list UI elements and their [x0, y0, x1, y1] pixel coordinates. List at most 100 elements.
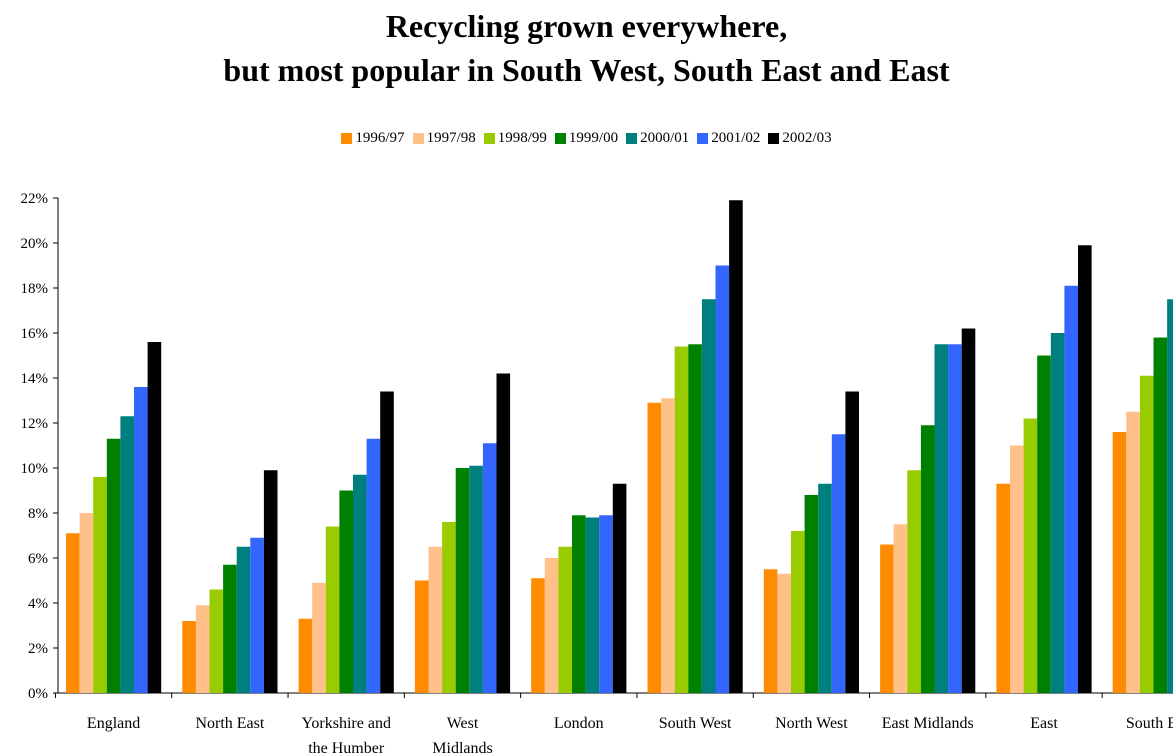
- bar: [777, 573, 791, 693]
- bar: [647, 402, 662, 693]
- bar: [455, 468, 470, 693]
- bar: [1139, 375, 1154, 693]
- y-tick-label: 0%: [28, 686, 48, 702]
- legend-item: 1996/97: [341, 130, 405, 147]
- bar: [920, 425, 935, 693]
- bar: [1037, 355, 1051, 693]
- legend-swatch: [768, 133, 780, 144]
- bar: [414, 580, 429, 693]
- x-tick-label: East Midlands: [882, 715, 974, 732]
- bar: [845, 391, 859, 693]
- bar: [469, 465, 483, 693]
- x-tick-label: North East: [195, 715, 264, 732]
- x-tick-label: Midlands: [432, 740, 492, 755]
- y-tick-label: 14%: [21, 371, 49, 387]
- bar: [339, 490, 353, 693]
- x-tick-label: England: [87, 715, 140, 732]
- bar: [1167, 299, 1173, 693]
- bar: [934, 344, 949, 693]
- bar: [298, 618, 313, 693]
- legend-swatch: [412, 133, 424, 144]
- bar: [612, 483, 627, 693]
- x-tick-label: Yorkshire and: [301, 715, 390, 732]
- bar: [948, 344, 962, 693]
- bar: [599, 515, 613, 693]
- bar: [66, 533, 80, 693]
- bar: [1023, 418, 1038, 693]
- bar: [209, 589, 224, 693]
- bar: [831, 434, 846, 693]
- x-tick-label: West: [447, 715, 479, 732]
- bar: [1050, 333, 1065, 693]
- y-tick-label: 8%: [28, 506, 48, 522]
- bar: [674, 346, 689, 693]
- bar: [353, 474, 367, 693]
- bar: [496, 373, 511, 693]
- bar: [572, 515, 586, 693]
- bar: [1078, 245, 1092, 693]
- bar: [531, 578, 545, 693]
- legend-label: 2000/01: [640, 130, 690, 146]
- bar: [701, 299, 716, 693]
- legend-swatch: [341, 133, 353, 144]
- chart-title-line-2: but most popular in South West, South Ea…: [223, 52, 950, 88]
- bar: [1153, 337, 1168, 693]
- x-tick-label: North West: [775, 715, 848, 732]
- y-tick-label: 20%: [21, 236, 49, 252]
- bar: [907, 470, 921, 693]
- bar: [791, 531, 805, 693]
- bar: [366, 438, 381, 693]
- legend-label: 1996/97: [355, 130, 405, 146]
- bar: [818, 483, 832, 693]
- bar: [1126, 411, 1140, 693]
- bar: [544, 558, 559, 693]
- bar: [380, 391, 394, 693]
- legend-item: 2002/03: [768, 130, 832, 147]
- bar: [893, 524, 908, 693]
- bar: [1010, 445, 1024, 693]
- bar: [79, 513, 94, 693]
- x-tick-label: South West: [659, 715, 732, 732]
- legend-label: 2001/02: [711, 130, 761, 146]
- bar: [880, 544, 894, 693]
- bar: [182, 621, 196, 693]
- legend-label: 2002/03: [782, 130, 832, 146]
- bar: [482, 443, 497, 693]
- bar: [661, 398, 675, 693]
- legend-swatch: [697, 133, 709, 144]
- bar: [763, 569, 778, 693]
- y-tick-label: 12%: [21, 416, 49, 432]
- bar: [996, 483, 1010, 693]
- y-tick-label: 22%: [21, 191, 49, 207]
- bar: [961, 328, 976, 693]
- bar: [729, 200, 743, 693]
- legend-item: 2001/02: [697, 130, 760, 147]
- bar: [715, 265, 730, 693]
- bar: [325, 526, 340, 693]
- bar: [250, 537, 264, 693]
- y-tick-label: 6%: [28, 551, 48, 567]
- bar: [428, 546, 443, 693]
- bar: [1112, 432, 1127, 693]
- legend-label: 1999/00: [568, 130, 619, 146]
- bar: [585, 517, 600, 693]
- bar: [804, 495, 819, 693]
- bar: [134, 387, 148, 693]
- legend-swatch: [483, 133, 495, 144]
- y-tick-label: 10%: [21, 461, 49, 477]
- bar: [236, 546, 251, 693]
- bar: [558, 546, 572, 693]
- bar: [147, 342, 162, 693]
- bar: [195, 605, 210, 693]
- legend-item: 1997/98: [412, 130, 476, 147]
- x-tick-label: London: [554, 715, 604, 732]
- y-tick-label: 16%: [21, 326, 49, 342]
- x-tick-label: South East: [1126, 715, 1173, 732]
- legend-item: 1999/00: [554, 130, 619, 147]
- chart-title-line-1: Recycling grown everywhere,: [385, 8, 788, 44]
- legend-label: 1997/98: [426, 130, 476, 146]
- bar: [312, 582, 326, 693]
- bar: [93, 477, 107, 693]
- bar: [106, 438, 121, 693]
